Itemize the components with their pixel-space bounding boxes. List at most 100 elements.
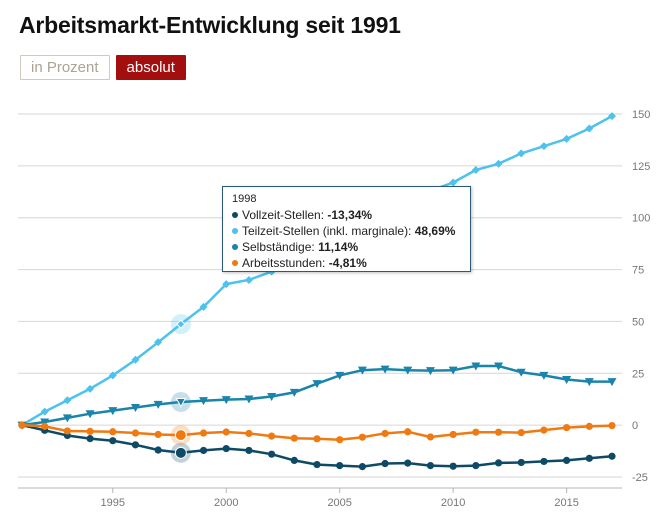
teilzeit-point[interactable]	[63, 396, 72, 405]
teilzeit-point[interactable]	[449, 178, 458, 187]
teilzeit-point[interactable]	[86, 384, 95, 393]
selbstaendige-point[interactable]	[289, 388, 299, 397]
arbeitsstunden-point[interactable]	[381, 429, 389, 438]
vollzeit-point[interactable]	[222, 444, 230, 453]
arbeitsstunden-point[interactable]	[18, 421, 26, 429]
arbeitsstunden-hover-point[interactable]	[174, 429, 187, 442]
selbstaendige-point[interactable]	[539, 371, 549, 380]
selbstaendige-point[interactable]	[516, 368, 526, 377]
selbstaendige-point[interactable]	[312, 380, 322, 389]
teilzeit-hover-point[interactable]	[176, 319, 186, 329]
selbstaendige-point[interactable]	[448, 366, 458, 375]
selbstaendige-point[interactable]	[267, 393, 277, 402]
arbeitsstunden-point[interactable]	[41, 422, 49, 430]
arbeitsstunden-point[interactable]	[199, 429, 208, 437]
selbstaendige-point[interactable]	[471, 362, 481, 371]
highlight-layer	[170, 314, 191, 463]
vollzeit-point[interactable]	[199, 446, 208, 455]
vollzeit-point[interactable]	[358, 463, 366, 471]
arbeitsstunden-point[interactable]	[109, 428, 117, 436]
vollzeit-point[interactable]	[109, 437, 117, 445]
vollzeit-point[interactable]	[245, 446, 253, 455]
percent-view-button[interactable]: in Prozent	[20, 55, 110, 80]
arbeitsstunden-point[interactable]	[154, 430, 162, 439]
teilzeit-point[interactable]	[222, 280, 231, 289]
arbeitsstunden-point[interactable]	[449, 430, 457, 439]
vollzeit-point[interactable]	[585, 454, 593, 462]
arbeitsstunden-point[interactable]	[494, 428, 503, 436]
teilzeit-point[interactable]	[244, 275, 253, 284]
selbstaendige-point[interactable]	[425, 367, 435, 376]
vollzeit-point[interactable]	[154, 446, 162, 454]
vollzeit-point[interactable]	[86, 435, 94, 443]
selbstaendige-point[interactable]	[403, 366, 413, 375]
teilzeit-point[interactable]	[108, 371, 117, 380]
arbeitsstunden-point[interactable]	[608, 421, 616, 430]
vollzeit-point[interactable]	[540, 457, 548, 466]
selbstaendige-point[interactable]	[40, 418, 50, 427]
arbeitsstunden-point[interactable]	[426, 433, 435, 441]
teilzeit-point[interactable]	[131, 355, 140, 364]
vollzeit-point[interactable]	[449, 462, 457, 470]
vollzeit-point[interactable]	[336, 461, 344, 470]
vollzeit-point[interactable]	[381, 459, 389, 468]
arbeitsstunden-point[interactable]	[290, 434, 298, 442]
arbeitsstunden-point[interactable]	[268, 432, 276, 440]
y-tick-label: 125	[632, 161, 650, 173]
vollzeit-point[interactable]	[131, 441, 140, 449]
vollzeit-point[interactable]	[404, 459, 412, 467]
arbeitsstunden-point[interactable]	[131, 429, 140, 437]
selbstaendige-point[interactable]	[380, 365, 390, 374]
arbeitsstunden-point[interactable]	[540, 426, 548, 434]
arbeitsstunden-point[interactable]	[222, 428, 230, 436]
arbeitsstunden-point[interactable]	[336, 436, 344, 444]
vollzeit-point[interactable]	[517, 458, 525, 467]
selbstaendige-point[interactable]	[607, 378, 617, 387]
teilzeit-point[interactable]	[562, 134, 571, 143]
vollzeit-point[interactable]	[426, 461, 435, 470]
vollzeit-point[interactable]	[494, 459, 503, 467]
vollzeit-point[interactable]	[268, 450, 276, 458]
teilzeit-point[interactable]	[471, 166, 480, 175]
absolute-view-button[interactable]: absolut	[115, 55, 186, 80]
selbstaendige-point[interactable]	[153, 400, 163, 409]
selbstaendige-point[interactable]	[335, 371, 345, 380]
selbstaendige-point[interactable]	[244, 395, 254, 404]
selbstaendige-point[interactable]	[108, 407, 118, 416]
teilzeit-point[interactable]	[517, 149, 526, 158]
vollzeit-point[interactable]	[608, 452, 616, 460]
x-tick-label: 2000	[214, 497, 238, 509]
arbeitsstunden-point[interactable]	[245, 429, 253, 438]
arbeitsstunden-point[interactable]	[63, 427, 71, 435]
teilzeit-point[interactable]	[585, 124, 594, 133]
selbstaendige-point[interactable]	[494, 362, 504, 371]
vollzeit-point[interactable]	[472, 461, 480, 470]
teilzeit-point[interactable]	[539, 142, 548, 151]
vollzeit-point[interactable]	[313, 460, 321, 469]
selbstaendige-point[interactable]	[357, 366, 367, 375]
vollzeit-point[interactable]	[563, 456, 571, 465]
teilzeit-point[interactable]	[199, 302, 208, 311]
arbeitsstunden-point[interactable]	[313, 435, 321, 443]
teilzeit-point[interactable]	[40, 407, 49, 416]
arbeitsstunden-point[interactable]	[585, 422, 593, 430]
selbstaendige-point[interactable]	[562, 376, 572, 385]
selbstaendige-point[interactable]	[584, 378, 594, 387]
arbeitsstunden-point[interactable]	[86, 427, 94, 435]
selbstaendige-point[interactable]	[199, 397, 209, 406]
arbeitsstunden-point[interactable]	[358, 433, 366, 441]
selbstaendige-hover-point[interactable]	[175, 398, 187, 408]
arbeitsstunden-point[interactable]	[563, 424, 571, 432]
selbstaendige-point[interactable]	[130, 404, 140, 413]
selbstaendige-point[interactable]	[85, 410, 95, 419]
arbeitsstunden-point[interactable]	[472, 428, 480, 436]
arbeitsstunden-point[interactable]	[404, 428, 412, 436]
selbstaendige-point[interactable]	[221, 396, 231, 405]
teilzeit-point[interactable]	[608, 112, 616, 121]
selbstaendige-point[interactable]	[62, 414, 72, 423]
teilzeit-point[interactable]	[494, 159, 503, 168]
vollzeit-point[interactable]	[290, 456, 298, 465]
arbeitsstunden-point[interactable]	[517, 429, 525, 437]
teilzeit-point[interactable]	[154, 338, 163, 347]
vollzeit-hover-point[interactable]	[174, 446, 187, 459]
